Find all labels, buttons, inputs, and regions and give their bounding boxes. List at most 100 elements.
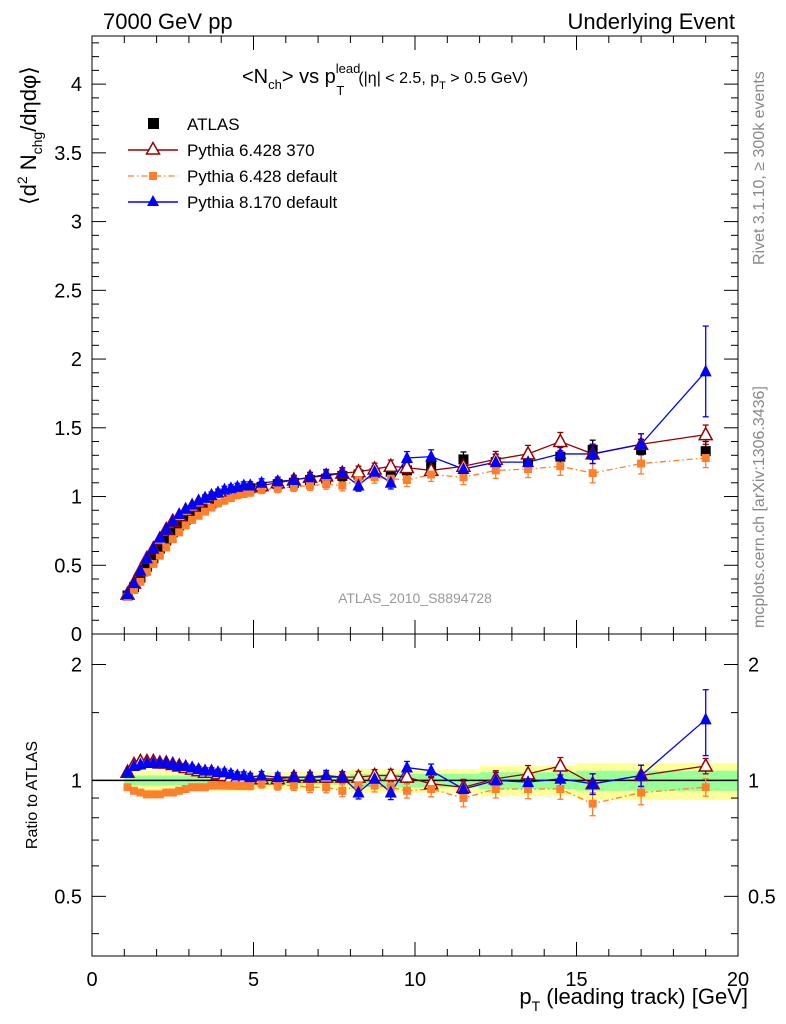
main-point-square <box>257 485 266 494</box>
ratio-point-triangle <box>384 785 397 798</box>
ratio-point-square <box>459 794 468 803</box>
ratio-point-triangle <box>586 776 599 789</box>
ratio-point-square <box>289 781 298 790</box>
main-point-square <box>491 466 500 475</box>
main-point-square <box>233 491 242 500</box>
main-y-tick-label: 4 <box>71 74 82 96</box>
x-axis-label: pT (leading track) [GeV] <box>519 984 748 1014</box>
main-y-tick-label: 3 <box>71 212 82 234</box>
rivet-label: Rivet 3.1.10, ≥ 300k events <box>751 71 768 265</box>
main-y-tick-label: 1 <box>71 487 82 509</box>
ratio-point-triangle <box>271 770 284 783</box>
legend-marker-atlas <box>148 118 159 129</box>
main-point-square <box>588 469 597 478</box>
main-point-square <box>168 535 177 544</box>
x-tick-label: 0 <box>86 969 97 991</box>
main-series-line-3 <box>126 370 707 595</box>
main-point-triangle <box>134 563 147 576</box>
main-point-square <box>201 507 210 516</box>
legend-entry-atlas: ATLAS <box>148 115 240 134</box>
main-point-square <box>427 470 436 479</box>
x-tick-label: 10 <box>404 969 426 991</box>
ratio-point-square <box>524 784 533 793</box>
main-point-square <box>142 568 151 577</box>
main-point-triangle <box>352 478 365 491</box>
main-point-triangle <box>489 455 502 468</box>
main-y-axis-label: ⟨d2 Nchg/dηdφ⟩ <box>14 66 45 205</box>
main-point-open-triangle <box>399 459 415 474</box>
main-point-square <box>459 473 468 482</box>
ratio-point-triangle <box>244 770 257 783</box>
legend-marker-pythia8-default <box>147 195 159 206</box>
ratio-point-square <box>194 783 203 792</box>
main-point-square <box>246 488 255 497</box>
ratio-point-triangle <box>400 760 413 773</box>
ratio-point-square <box>213 781 222 790</box>
main-point-triangle <box>699 364 712 377</box>
main-point-open-triangle <box>383 457 399 473</box>
ratio-point-triangle <box>320 768 333 781</box>
ratio-point-triangle <box>255 768 268 781</box>
main-point-triangle <box>586 446 599 459</box>
main-point-triangle <box>244 478 257 491</box>
main-y-tick-label: 3.5 <box>54 143 82 165</box>
main-point-square <box>141 561 152 572</box>
ratio-point-square <box>175 786 184 795</box>
ratio-point-square <box>370 781 379 790</box>
ratio-point-square <box>123 783 132 792</box>
main-point-triangle <box>173 507 186 520</box>
ratio-point-triangle <box>457 781 470 794</box>
main-point-triangle <box>153 530 166 543</box>
main-point-square <box>135 572 146 583</box>
legend: ATLAS Pythia 6.428 370 Pythia 6.428 defa… <box>128 115 338 212</box>
main-point-triangle <box>121 587 134 600</box>
ratio-point-triangle <box>554 771 567 784</box>
main-point-triangle <box>271 474 284 487</box>
ratio-point-square <box>162 788 171 797</box>
main-axis-ticks: 0 0.5 1 1.5 2 2.5 3 3.5 4 <box>54 36 739 646</box>
ratio-point-square <box>491 784 500 793</box>
main-point-triangle <box>304 470 317 483</box>
main-panel: 0 0.5 1 1.5 2 2.5 3 3.5 4 <Nch> vs plead T(|η| < … <box>14 35 739 646</box>
ratio-point-square <box>402 786 411 795</box>
header-process: Underlying Event <box>567 9 735 34</box>
ratio-point-square <box>201 783 210 792</box>
ratio-point-triangle <box>489 773 502 786</box>
main-point-triangle <box>186 497 199 510</box>
ratio-point-open-triangle <box>552 757 569 772</box>
x-tick-label: 15 <box>565 969 587 991</box>
ratio-series-markers <box>119 712 714 808</box>
ratio-point-open-triangle <box>383 766 399 782</box>
ratio-point-square <box>233 781 242 790</box>
ratio-point-triangle <box>304 770 317 783</box>
main-y-tick-label: 1.5 <box>54 418 82 440</box>
main-point-triangle <box>140 551 153 564</box>
ratio-y-tick-label: 2 <box>71 654 82 676</box>
main-point-triangle <box>287 473 300 486</box>
legend-entry-pythia6-370: Pythia 6.428 370 <box>128 140 315 160</box>
header-energy: 7000 GeV pp <box>103 9 233 34</box>
main-point-open-triangle <box>697 426 714 441</box>
main-point-triangle <box>336 466 349 479</box>
x-tick-label: 20 <box>727 969 749 991</box>
ratio-point-triangle <box>635 768 648 781</box>
legend-marker-pythia6-370 <box>145 140 161 155</box>
main-point-triangle <box>368 464 381 477</box>
ratio-panel: 0 5 10 15 20 0.5 0.5 1 1 2 2 Ratio to ATLAS pT (le… <box>24 633 776 1014</box>
main-point-square <box>162 543 171 552</box>
ratio-y-tick-label-right: 0.5 <box>748 886 776 908</box>
ratio-point-square <box>155 790 164 799</box>
main-point-square <box>167 527 178 538</box>
main-point-square <box>273 484 282 493</box>
analysis-id-label: ATLAS_2010_S8894728 <box>338 590 492 606</box>
legend-label-pythia8-default: Pythia 8.170 default <box>187 193 338 212</box>
main-point-triangle <box>127 576 140 589</box>
main-point-triangle <box>522 455 535 468</box>
legend-label-atlas: ATLAS <box>187 115 240 134</box>
main-y-tick-label: 0 <box>71 624 82 646</box>
main-point-square <box>213 499 222 508</box>
main-series-markers <box>119 364 714 601</box>
ratio-point-open-triangle <box>399 768 415 783</box>
main-point-square <box>154 543 165 554</box>
legend-label-pythia6-370: Pythia 6.428 370 <box>187 141 315 160</box>
